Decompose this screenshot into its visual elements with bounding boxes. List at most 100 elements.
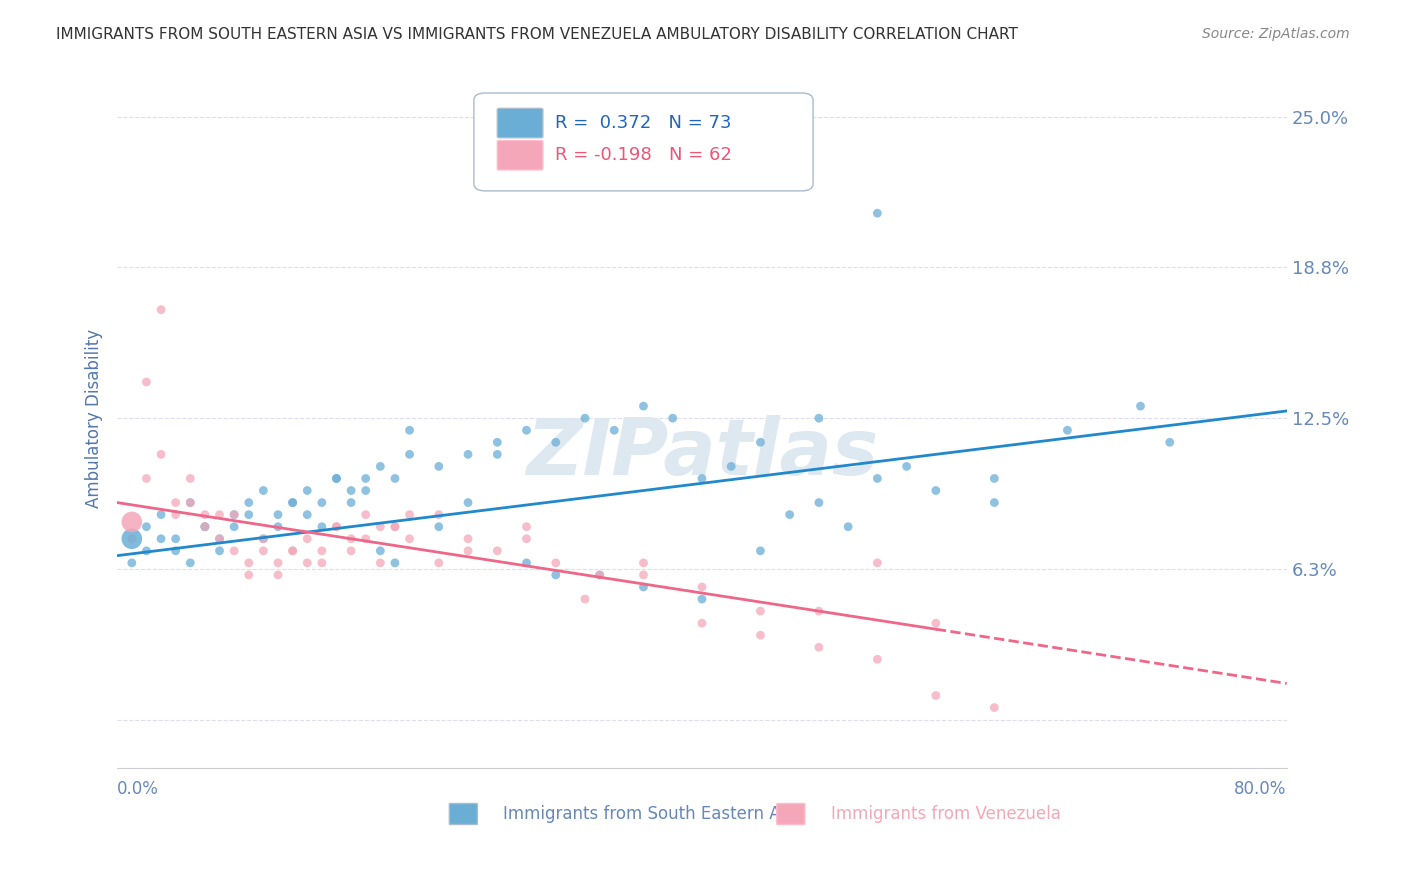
- Point: [208, 544, 231, 558]
- Point: [633, 399, 655, 413]
- Point: [515, 556, 537, 570]
- Point: [311, 544, 333, 558]
- Point: [398, 532, 420, 546]
- Point: [690, 616, 713, 631]
- Point: [354, 471, 377, 485]
- Point: [311, 556, 333, 570]
- Point: [281, 495, 304, 509]
- Point: [267, 508, 290, 522]
- Point: [807, 640, 830, 655]
- Point: [252, 532, 274, 546]
- Point: [866, 471, 889, 485]
- Point: [150, 302, 173, 317]
- Point: [354, 532, 377, 546]
- Point: [749, 544, 772, 558]
- Point: [325, 519, 347, 533]
- Point: [720, 459, 742, 474]
- Point: [633, 556, 655, 570]
- Text: R = -0.198   N = 62: R = -0.198 N = 62: [554, 146, 731, 164]
- Point: [983, 495, 1005, 509]
- Point: [779, 508, 801, 522]
- Point: [194, 519, 217, 533]
- Point: [354, 483, 377, 498]
- Point: [603, 423, 626, 437]
- Point: [194, 519, 217, 533]
- Point: [121, 515, 143, 529]
- Point: [224, 544, 246, 558]
- Point: [384, 519, 406, 533]
- Point: [983, 471, 1005, 485]
- Point: [150, 447, 173, 461]
- Point: [150, 508, 173, 522]
- Point: [208, 532, 231, 546]
- Text: Immigrants from South Eastern Asia: Immigrants from South Eastern Asia: [503, 805, 804, 823]
- Point: [252, 532, 274, 546]
- Point: [252, 544, 274, 558]
- Point: [267, 519, 290, 533]
- Point: [325, 519, 347, 533]
- Text: R =  0.372   N = 73: R = 0.372 N = 73: [554, 114, 731, 132]
- Point: [866, 556, 889, 570]
- Point: [384, 556, 406, 570]
- Point: [690, 580, 713, 594]
- Point: [427, 508, 450, 522]
- Point: [179, 495, 201, 509]
- Point: [896, 459, 918, 474]
- Point: [297, 483, 319, 498]
- Point: [340, 532, 363, 546]
- Point: [486, 447, 509, 461]
- FancyBboxPatch shape: [498, 141, 543, 169]
- Point: [340, 483, 363, 498]
- FancyBboxPatch shape: [450, 804, 478, 824]
- Point: [340, 495, 363, 509]
- Point: [165, 508, 187, 522]
- Point: [121, 532, 143, 546]
- Point: [179, 556, 201, 570]
- Point: [179, 471, 201, 485]
- Point: [866, 206, 889, 220]
- Point: [121, 556, 143, 570]
- FancyBboxPatch shape: [498, 109, 543, 137]
- Point: [807, 495, 830, 509]
- FancyBboxPatch shape: [776, 804, 804, 824]
- Point: [311, 519, 333, 533]
- Point: [135, 519, 157, 533]
- FancyBboxPatch shape: [474, 93, 813, 191]
- Point: [370, 544, 392, 558]
- Point: [208, 508, 231, 522]
- Text: IMMIGRANTS FROM SOUTH EASTERN ASIA VS IMMIGRANTS FROM VENEZUELA AMBULATORY DISAB: IMMIGRANTS FROM SOUTH EASTERN ASIA VS IM…: [56, 27, 1018, 42]
- Point: [690, 471, 713, 485]
- Point: [135, 544, 157, 558]
- Point: [515, 519, 537, 533]
- Point: [267, 568, 290, 582]
- Point: [297, 532, 319, 546]
- Point: [179, 495, 201, 509]
- Point: [457, 532, 479, 546]
- Point: [515, 423, 537, 437]
- Point: [544, 568, 567, 582]
- Point: [983, 700, 1005, 714]
- Text: Immigrants from Venezuela: Immigrants from Venezuela: [831, 805, 1060, 823]
- Point: [486, 435, 509, 450]
- Point: [194, 519, 217, 533]
- Point: [224, 508, 246, 522]
- Point: [238, 508, 260, 522]
- Point: [837, 519, 859, 533]
- Point: [807, 411, 830, 425]
- Point: [224, 508, 246, 522]
- Point: [749, 628, 772, 642]
- Point: [427, 459, 450, 474]
- Point: [224, 519, 246, 533]
- Point: [150, 532, 173, 546]
- Text: Source: ZipAtlas.com: Source: ZipAtlas.com: [1202, 27, 1350, 41]
- Point: [866, 652, 889, 666]
- Point: [925, 689, 948, 703]
- Point: [661, 411, 683, 425]
- Point: [252, 483, 274, 498]
- Point: [574, 411, 596, 425]
- Point: [325, 471, 347, 485]
- Point: [121, 532, 143, 546]
- Point: [238, 568, 260, 582]
- Point: [135, 471, 157, 485]
- Point: [925, 616, 948, 631]
